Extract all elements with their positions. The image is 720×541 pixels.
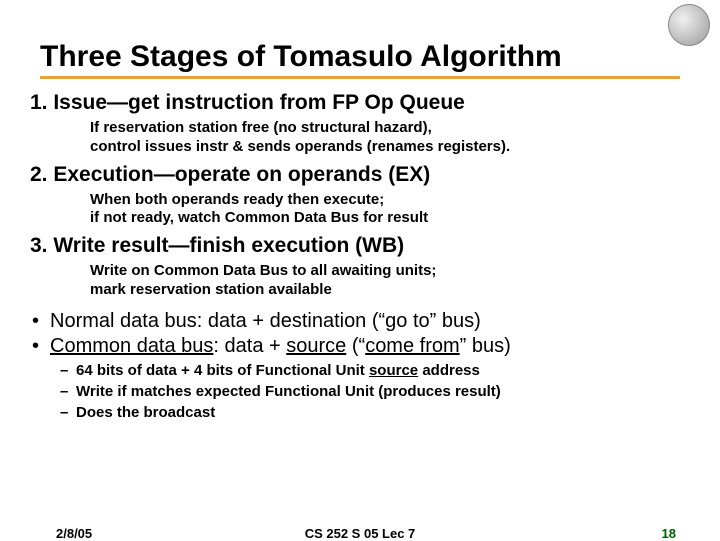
come-from-label: come from bbox=[365, 335, 459, 357]
stage-1-detail: If reservation station free (no structur… bbox=[90, 119, 690, 157]
stage-3-head: 3. Write result—finish execution (WB) bbox=[30, 234, 690, 258]
sub-bullet-bits: 64 bits of data + 4 bits of Functional U… bbox=[30, 362, 690, 379]
bullet-list: Normal data bus: data + destination (“go… bbox=[30, 310, 690, 421]
stage-3-detail: Write on Common Data Bus to all awaiting… bbox=[90, 262, 690, 300]
stage-2-head: 2. Execution—operate on operands (EX) bbox=[30, 163, 690, 187]
slide-body: 1. Issue—get instruction from FP Op Queu… bbox=[0, 79, 720, 421]
stage-1-head: 1. Issue—get instruction from FP Op Queu… bbox=[30, 91, 690, 115]
title-region: Three Stages of Tomasulo Algorithm bbox=[0, 0, 720, 79]
sub-bullet-write: Write if matches expected Functional Uni… bbox=[30, 383, 690, 400]
seal-logo bbox=[668, 4, 710, 46]
bullet-common-bus: Common data bus: data + source (“come fr… bbox=[30, 335, 690, 358]
common-bus-close: ” bus) bbox=[460, 335, 511, 357]
common-bus-mid: : data + bbox=[213, 335, 286, 357]
common-bus-open: (“ bbox=[346, 335, 365, 357]
footer-page-number: 18 bbox=[662, 526, 676, 541]
stage-2-detail: When both operands ready then execute; i… bbox=[90, 191, 690, 229]
footer-course: CS 252 S 05 Lec 7 bbox=[0, 526, 720, 541]
slide-title: Three Stages of Tomasulo Algorithm bbox=[40, 40, 680, 79]
sub-bullet-broadcast: Does the broadcast bbox=[30, 404, 690, 421]
bullet-normal-bus: Normal data bus: data + destination (“go… bbox=[30, 310, 690, 333]
sub1-c: address bbox=[418, 362, 480, 379]
common-bus-label: Common data bus bbox=[50, 335, 213, 357]
common-bus-source: source bbox=[286, 335, 346, 357]
sub1-a: 64 bits of data + 4 bits of Functional U… bbox=[76, 362, 369, 379]
sub1-source: source bbox=[369, 362, 418, 379]
